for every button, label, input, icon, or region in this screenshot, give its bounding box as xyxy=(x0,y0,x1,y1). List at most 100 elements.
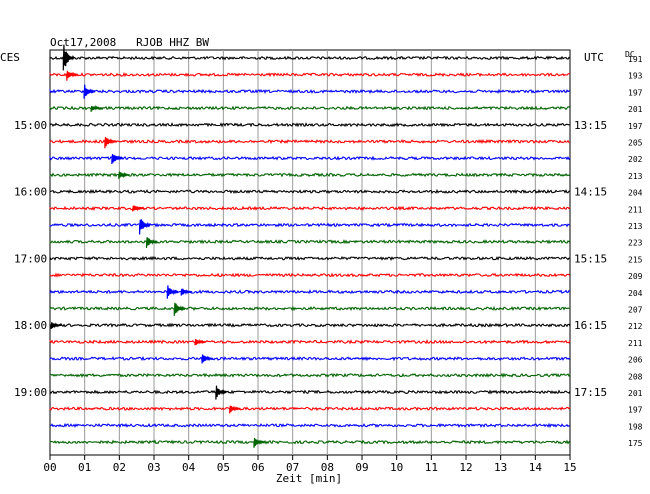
trace-row xyxy=(49,222,570,228)
left-timezone-label: CES xyxy=(0,51,20,64)
trace-row xyxy=(49,272,571,278)
trace-row xyxy=(49,172,571,178)
trace-row xyxy=(49,205,571,212)
right-hour-label: 16:15 xyxy=(574,319,607,332)
trace-row xyxy=(49,122,571,128)
trace-row xyxy=(49,155,571,161)
dc-offset-label: 211 xyxy=(628,339,643,348)
seismic-event xyxy=(180,288,193,296)
seismic-event xyxy=(66,70,78,81)
seismic-event xyxy=(132,205,144,212)
grid xyxy=(49,49,571,460)
seismic-event xyxy=(139,219,151,235)
x-tick-label: 06 xyxy=(251,461,264,474)
right-hour-label: 13:15 xyxy=(574,119,607,132)
dc-offset-label: 197 xyxy=(628,406,643,415)
trace-row xyxy=(49,138,571,145)
trace-row xyxy=(49,239,571,245)
x-axis-label: Zeit [min] xyxy=(276,472,342,485)
x-tick-label: 11 xyxy=(425,461,438,474)
trace-row xyxy=(49,71,571,78)
x-tick-label: 09 xyxy=(355,461,368,474)
chart-title: Oct17,2008 RJOB HHZ BW xyxy=(50,36,209,49)
left-hour-label: 18:00 xyxy=(14,319,47,332)
trace-row xyxy=(49,88,571,95)
right-hour-label: 15:15 xyxy=(574,252,607,265)
seismic-event xyxy=(83,84,96,99)
dc-offset-label: 212 xyxy=(628,322,643,331)
trace-row xyxy=(49,105,571,111)
x-tick-label: 02 xyxy=(113,461,126,474)
left-hour-label: 16:00 xyxy=(14,186,47,199)
x-tick-label: 14 xyxy=(529,461,543,474)
x-tick-label: 01 xyxy=(78,461,91,474)
dc-offset-label: 197 xyxy=(628,88,643,97)
dc-offset-label: 193 xyxy=(628,72,643,81)
x-tick-label: 00 xyxy=(43,461,56,474)
trace-row xyxy=(49,188,571,195)
x-tick-label: 15 xyxy=(563,461,576,474)
trace-row xyxy=(49,339,571,345)
dc-offset-label: 175 xyxy=(628,439,643,448)
trace-row xyxy=(49,289,571,295)
seismic-event xyxy=(229,405,241,414)
dc-offset-label: 206 xyxy=(628,356,643,365)
seismic-event xyxy=(253,437,266,448)
dc-offset-label: 213 xyxy=(628,172,643,181)
dc-header: DC xyxy=(625,50,635,59)
dc-offset-label: 209 xyxy=(628,272,643,281)
trace-row xyxy=(49,55,571,61)
trace-row xyxy=(49,422,571,429)
plot-frame xyxy=(49,49,571,456)
dc-offset-label: 191 xyxy=(628,55,643,64)
dc-offset-label: 198 xyxy=(628,422,643,431)
dc-offset-label: 208 xyxy=(628,372,643,381)
x-tick-label: 04 xyxy=(182,461,196,474)
left-hour-label: 17:00 xyxy=(14,252,47,265)
trace-row xyxy=(49,406,571,412)
seismic-event xyxy=(215,385,228,400)
traces xyxy=(49,44,571,448)
seismic-event xyxy=(62,44,75,71)
left-hour-label: 15:00 xyxy=(14,119,47,132)
right-hour-label: 17:15 xyxy=(574,386,607,399)
dc-offset-label: 204 xyxy=(628,189,643,198)
trace-row xyxy=(49,305,571,312)
seismic-event xyxy=(111,154,124,165)
seismic-event xyxy=(90,104,103,112)
x-tick-label: 13 xyxy=(494,461,507,474)
dc-offset-label: 197 xyxy=(628,122,643,131)
dc-offset-label: 205 xyxy=(628,139,643,148)
x-tick-label: 03 xyxy=(147,461,160,474)
trace-row xyxy=(49,255,571,262)
x-tick-label: 07 xyxy=(286,461,299,474)
dc-offset-label: 202 xyxy=(628,155,643,164)
x-tick-label: 05 xyxy=(217,461,230,474)
dc-offset-label: 211 xyxy=(628,205,643,214)
dc-offset-label: 201 xyxy=(628,105,643,114)
seismic-event xyxy=(201,354,214,364)
trace-row xyxy=(49,322,571,328)
dc-offset-label: 215 xyxy=(628,255,643,264)
seismic-event xyxy=(50,322,63,329)
right-timezone-label: UTC xyxy=(584,51,604,64)
dc-offset-label: 201 xyxy=(628,389,643,398)
trace-row xyxy=(49,355,571,362)
x-tick-label: 12 xyxy=(459,461,472,474)
labels: Oct17,2008 RJOB HHZ BW CES UTC DC Zeit [… xyxy=(0,36,643,485)
seismic-event xyxy=(145,237,158,249)
trace-row xyxy=(49,372,571,379)
dc-offset-label: 207 xyxy=(628,306,643,315)
trace-row xyxy=(49,389,571,395)
seismic-event xyxy=(104,136,117,149)
dc-offset-label: 223 xyxy=(628,239,643,248)
seismic-event xyxy=(194,338,207,346)
x-tick-label: 10 xyxy=(390,461,403,474)
seismic-event xyxy=(173,302,186,316)
dc-offset-label: 213 xyxy=(628,222,643,231)
seismic-event xyxy=(166,285,179,299)
left-hour-label: 19:00 xyxy=(14,386,47,399)
x-tick-label: 08 xyxy=(321,461,334,474)
trace-row xyxy=(49,439,571,445)
